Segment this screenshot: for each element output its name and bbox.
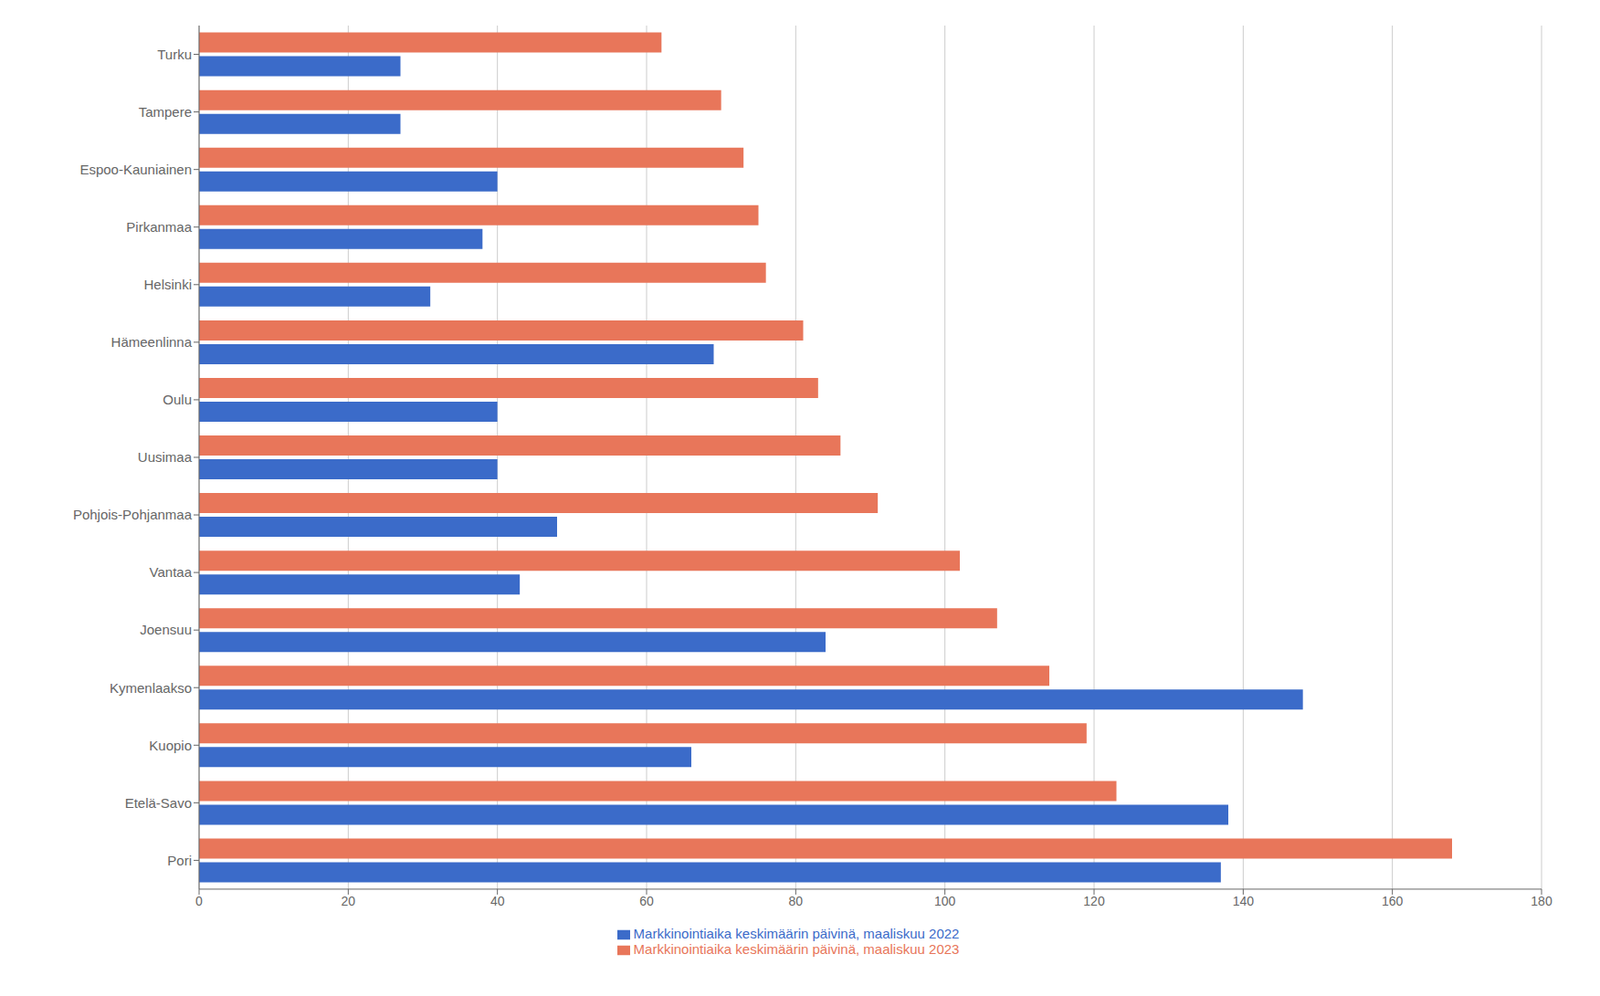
svg-text:Oulu: Oulu bbox=[162, 391, 192, 408]
svg-text:0: 0 bbox=[195, 894, 203, 909]
html-text:Markkinointiaika keskimäärin p: Markkinointiaika keskimäärin päivinä, ma… bbox=[633, 941, 960, 958]
svg-text:Hämeenlinna: Hämeenlinna bbox=[111, 334, 193, 350]
svg-text:Helsinki: Helsinki bbox=[143, 276, 192, 293]
svg-text:Uusimaa: Uusimaa bbox=[137, 449, 193, 465]
svg-text:180: 180 bbox=[1530, 894, 1553, 909]
svg-text:40: 40 bbox=[490, 894, 506, 909]
svg-text:20: 20 bbox=[341, 894, 357, 909]
svg-text:Etelä-Savo: Etelä-Savo bbox=[125, 795, 192, 811]
svg-text:160: 160 bbox=[1381, 894, 1404, 909]
svg-text:Kymenlaakso: Kymenlaakso bbox=[109, 680, 192, 696]
svg-text:Pori: Pori bbox=[167, 852, 192, 869]
svg-text:Turku: Turku bbox=[157, 46, 192, 63]
svg-text:Tampere: Tampere bbox=[138, 104, 192, 120]
svg-text:Pirkanmaa: Pirkanmaa bbox=[126, 219, 192, 235]
svg-text:Espoo-Kauniainen: Espoo-Kauniainen bbox=[79, 161, 192, 178]
svg-text:Pohjois-Pohjanmaa: Pohjois-Pohjanmaa bbox=[73, 506, 193, 523]
svg-text:Kuopio: Kuopio bbox=[148, 737, 192, 754]
svg-text:80: 80 bbox=[789, 894, 804, 909]
svg-text:Joensuu: Joensuu bbox=[139, 621, 192, 638]
svg-text:60: 60 bbox=[639, 894, 654, 909]
svg-text:Vantaa: Vantaa bbox=[149, 564, 193, 580]
svg-text:120: 120 bbox=[1083, 894, 1106, 909]
svg-text:100: 100 bbox=[934, 894, 957, 909]
svg-text:140: 140 bbox=[1232, 894, 1255, 909]
html-text:Markkinointiaika keskimäärin p: Markkinointiaika keskimäärin päivinä, ma… bbox=[633, 925, 960, 942]
